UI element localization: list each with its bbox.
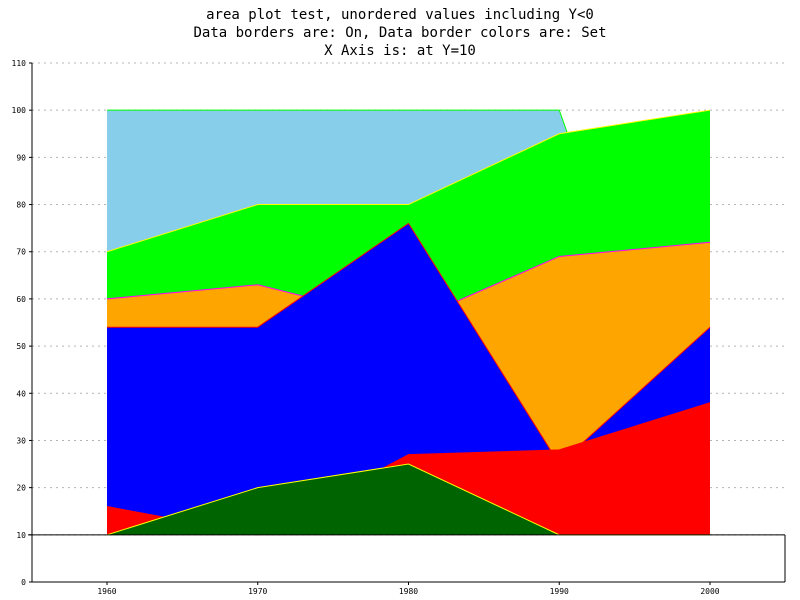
y-tick-label: 20 — [16, 484, 26, 493]
y-tick-label: 60 — [16, 295, 26, 304]
x-tick-label: 2000 — [700, 587, 719, 596]
x-tick-label: 1990 — [550, 587, 569, 596]
y-tick-label: 90 — [16, 153, 26, 162]
chart-title-line-1: area plot test, unordered values includi… — [206, 7, 594, 23]
x-tick-label: 1970 — [248, 587, 267, 596]
area-series-6 — [107, 464, 710, 535]
x-tick-label: 1960 — [97, 587, 116, 596]
y-tick-label: 10 — [16, 531, 26, 540]
y-tick-label: 100 — [12, 106, 27, 115]
area-series-4-border — [107, 222, 711, 465]
y-tick-label: 40 — [16, 389, 26, 398]
area-series — [106, 109, 711, 536]
axis-ticks: 0 10 20 30 40 50 60 70 80 90 100 110 1960 1970 1980 199… — [12, 59, 720, 596]
y-tick-label: 70 — [16, 248, 26, 257]
chart-title: area plot test, unordered values includi… — [193, 7, 606, 59]
area-series-2-border — [106, 109, 711, 253]
chart-title-line-2: Data borders are: On, Data border colors… — [193, 25, 606, 41]
x-tick-label: 1980 — [399, 587, 418, 596]
y-tick-label: 0 — [21, 578, 26, 587]
y-tick-label: 50 — [16, 342, 26, 351]
area-series-4 — [107, 223, 710, 535]
y-tick-label: 30 — [16, 436, 26, 445]
y-tick-label: 110 — [12, 59, 27, 68]
y-tick-label: 80 — [16, 201, 26, 210]
chart-title-line-3: X Axis is: at Y=10 — [324, 43, 476, 59]
